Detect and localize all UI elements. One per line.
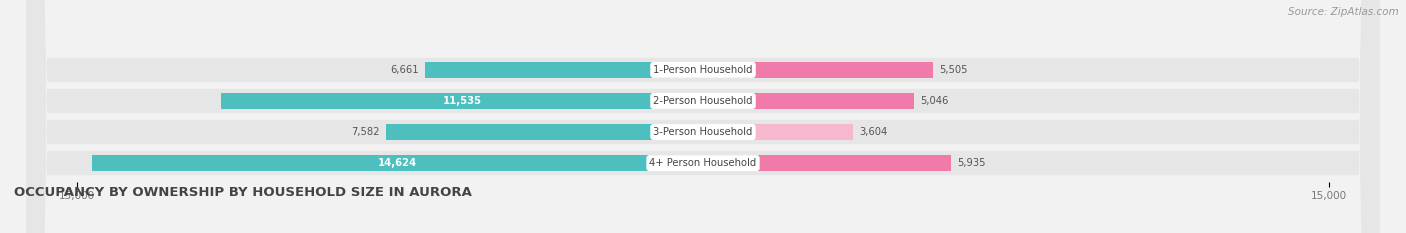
Bar <box>425 62 703 78</box>
Bar <box>703 93 914 109</box>
Text: 5,046: 5,046 <box>920 96 948 106</box>
Text: 3-Person Household: 3-Person Household <box>654 127 752 137</box>
Text: 7,582: 7,582 <box>352 127 380 137</box>
Bar <box>703 62 932 78</box>
Bar <box>93 155 703 171</box>
FancyBboxPatch shape <box>27 0 1379 233</box>
FancyBboxPatch shape <box>27 0 1379 233</box>
Text: 5,935: 5,935 <box>957 158 986 168</box>
Bar <box>703 155 950 171</box>
Text: 2-Person Household: 2-Person Household <box>654 96 752 106</box>
FancyBboxPatch shape <box>27 0 1379 233</box>
Text: 6,661: 6,661 <box>389 65 419 75</box>
Bar <box>387 124 703 140</box>
Text: 1-Person Household: 1-Person Household <box>654 65 752 75</box>
Text: 14,624: 14,624 <box>378 158 418 168</box>
Text: 3,604: 3,604 <box>859 127 889 137</box>
Text: Source: ZipAtlas.com: Source: ZipAtlas.com <box>1288 7 1399 17</box>
Text: 11,535: 11,535 <box>443 96 482 106</box>
Text: 5,505: 5,505 <box>939 65 967 75</box>
Text: 4+ Person Household: 4+ Person Household <box>650 158 756 168</box>
Bar <box>221 93 703 109</box>
Text: OCCUPANCY BY OWNERSHIP BY HOUSEHOLD SIZE IN AURORA: OCCUPANCY BY OWNERSHIP BY HOUSEHOLD SIZE… <box>14 186 472 199</box>
FancyBboxPatch shape <box>27 0 1379 233</box>
Bar <box>703 124 853 140</box>
